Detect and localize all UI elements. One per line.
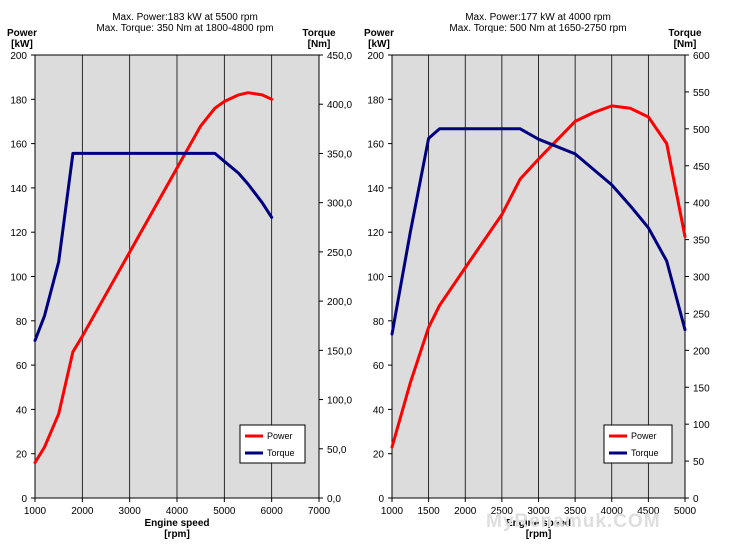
legend-box	[603, 424, 673, 464]
y-right-tick-label: 550	[693, 88, 710, 99]
x-tick-label: 1000	[24, 506, 47, 517]
chart-left: 1000 2000 3000 4000 5000 6000 7000 0 20 40 60 80 100…	[7, 12, 352, 540]
y-right-tick-label: 350,0	[327, 149, 352, 160]
y-left-tick-label: 60	[16, 361, 28, 372]
y-right-tick-label: 150,0	[327, 346, 352, 357]
y-right-tick-label: 450	[693, 162, 710, 173]
y-left-tick-label: 20	[373, 450, 385, 461]
y-left-tick-label: 200	[367, 51, 384, 62]
x-tick-label: 2000	[454, 506, 477, 517]
series-line-torque	[390, 127, 687, 336]
y-left-tick-label: 180	[10, 95, 27, 106]
legend-box	[239, 424, 306, 464]
y-left-tick-label: 100	[367, 273, 384, 284]
y-right-tick-label: 150	[693, 383, 710, 394]
y-left-tick-label: 0	[378, 494, 384, 505]
series-line-power	[33, 91, 274, 465]
y-left-tick-label: 80	[373, 317, 385, 328]
x-tick-label: 2500	[491, 506, 514, 517]
y-left-tick-label: 160	[10, 140, 27, 151]
x-tick-label: 3500	[564, 506, 587, 517]
y-right-axis-label: Torque	[668, 28, 702, 39]
y-right-tick-label: 400,0	[327, 100, 352, 111]
y-right-tick-label: 300,0	[327, 199, 352, 210]
y-left-tick-label: 120	[10, 228, 27, 239]
chart-title: Max. Power:183 kW at 5500 rpm	[112, 12, 258, 23]
series-line-torque	[33, 151, 274, 342]
y-right-tick-label: 250,0	[327, 248, 352, 259]
y-left-tick-label: 60	[373, 361, 385, 372]
legend-label-torque: Torque	[267, 448, 295, 458]
chart-title: Max. Torque: 350 Nm at 1800-4800 rpm	[96, 23, 273, 34]
series-line-power	[390, 104, 687, 449]
y-left-tick-label: 140	[10, 184, 27, 195]
y-left-tick-label: 120	[367, 228, 384, 239]
x-tick-label: 3000	[527, 506, 550, 517]
y-right-tick-label: 50,0	[327, 445, 347, 456]
y-left-axis-label: Power	[7, 28, 37, 39]
y-right-tick-label: 0	[693, 494, 699, 505]
x-tick-label: 7000	[308, 506, 331, 517]
y-left-axis-unit: [kW]	[11, 39, 33, 50]
x-tick-label: 2000	[71, 506, 94, 517]
y-right-tick-label: 400	[693, 199, 710, 210]
y-right-tick-label: 350	[693, 236, 710, 247]
y-right-axis-unit: [Nm]	[674, 39, 697, 50]
y-right-axis-unit: [Nm]	[308, 39, 331, 50]
y-left-axis-unit: [kW]	[368, 39, 390, 50]
x-axis-unit: [rpm]	[526, 529, 552, 540]
y-left-tick-label: 80	[16, 317, 28, 328]
chart-title: Max. Torque: 500 Nm at 1650-2750 rpm	[449, 23, 626, 34]
y-right-tick-label: 450,0	[327, 51, 352, 62]
legend-label-power: Power	[631, 431, 657, 441]
y-right-tick-label: 300	[693, 273, 710, 284]
watermark: MyRenamuk.COM	[486, 511, 661, 532]
x-axis-label: Engine speed	[144, 518, 209, 529]
y-right-tick-label: 100,0	[327, 396, 352, 407]
y-left-tick-label: 20	[16, 450, 28, 461]
y-right-tick-label: 250	[693, 309, 710, 320]
x-tick-label: 5000	[213, 506, 236, 517]
y-right-tick-label: 200,0	[327, 297, 352, 308]
y-left-tick-label: 100	[10, 273, 27, 284]
y-right-tick-label: 500	[693, 125, 710, 136]
x-tick-label: 4000	[601, 506, 624, 517]
x-axis-unit: [rpm]	[164, 529, 190, 540]
y-left-tick-label: 40	[373, 405, 385, 416]
legend-label-torque: Torque	[631, 448, 659, 458]
y-left-tick-label: 200	[10, 51, 27, 62]
chart-title: Max. Power:177 kW at 4000 rpm	[465, 12, 611, 23]
y-right-tick-label: 0,0	[327, 494, 341, 505]
x-tick-label: 6000	[261, 506, 284, 517]
x-axis-label: Engine speed	[506, 518, 571, 529]
y-right-axis-label: Torque	[302, 28, 336, 39]
y-left-tick-label: 160	[367, 140, 384, 151]
y-left-tick-label: 0	[21, 494, 27, 505]
y-right-tick-label: 100	[693, 420, 710, 431]
chart-right: 1000 1500 2000 2500 3000 3500 4000 4500 50000204…	[364, 12, 710, 540]
x-tick-label: 5000	[674, 506, 697, 517]
x-tick-label: 4000	[166, 506, 189, 517]
y-right-tick-label: 600	[693, 51, 710, 62]
y-right-tick-label: 50	[693, 457, 705, 468]
x-tick-label: 4500	[637, 506, 660, 517]
x-tick-label: 1500	[418, 506, 441, 517]
y-left-tick-label: 40	[16, 405, 28, 416]
y-left-axis-label: Power	[364, 28, 394, 39]
y-left-tick-label: 140	[367, 184, 384, 195]
legend-label-power: Power	[267, 431, 293, 441]
x-tick-label: 1000	[381, 506, 404, 517]
x-tick-label: 3000	[119, 506, 142, 517]
y-left-tick-label: 180	[367, 95, 384, 106]
y-right-tick-label: 200	[693, 346, 710, 357]
